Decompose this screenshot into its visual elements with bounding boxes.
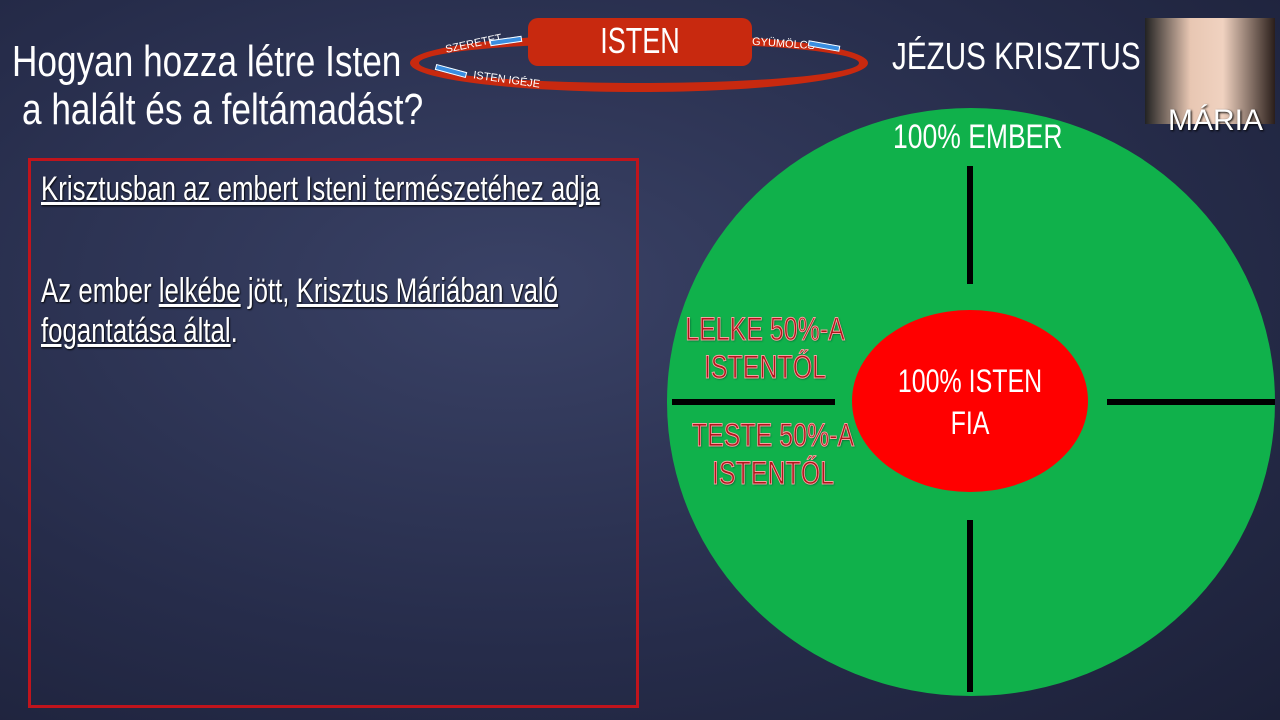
title-line-1: Hogyan hozza létre Isten <box>12 37 402 86</box>
box-paragraph: Az ember lelkébe jött, Krisztus Máriában… <box>41 272 559 350</box>
title-line-2: a halált és a feltámadást? <box>22 85 424 134</box>
box-heading: Krisztusban az embert Isteni természetéh… <box>41 170 600 208</box>
slide-title: Hogyan hozza létre Isten a halált és a f… <box>12 38 523 134</box>
divider-top <box>967 166 973 284</box>
link-lelkebe: lelkébe <box>158 272 241 310</box>
maria-label: MÁRIA <box>1167 104 1263 137</box>
body-label: TESTE 50%-A ISTENTŐL <box>691 417 855 492</box>
cycle-center-label: ISTEN <box>600 20 680 61</box>
link-krisztus-mariaban: Krisztus Máriában való fogantatása által <box>41 272 559 350</box>
outer-label: 100% EMBER <box>893 118 1063 156</box>
divider-bottom <box>967 520 973 692</box>
text-box: Krisztusban az embert Isteni természetéh… <box>28 158 639 708</box>
cycle-center-box: ISTEN <box>528 18 752 66</box>
inner-line-1: 100% ISTEN <box>897 363 1043 399</box>
god-circle: 100% ISTEN FIA <box>852 310 1088 492</box>
jesus-heading: JÉZUS KRISZTUS <box>892 36 1141 78</box>
divider-right <box>1107 399 1275 405</box>
soul-label: LELKE 50%-A ISTENTŐL <box>685 311 845 386</box>
inner-line-2: FIA <box>950 405 990 441</box>
divider-left <box>672 399 835 405</box>
maria-photo: MÁRIA <box>1145 18 1275 137</box>
